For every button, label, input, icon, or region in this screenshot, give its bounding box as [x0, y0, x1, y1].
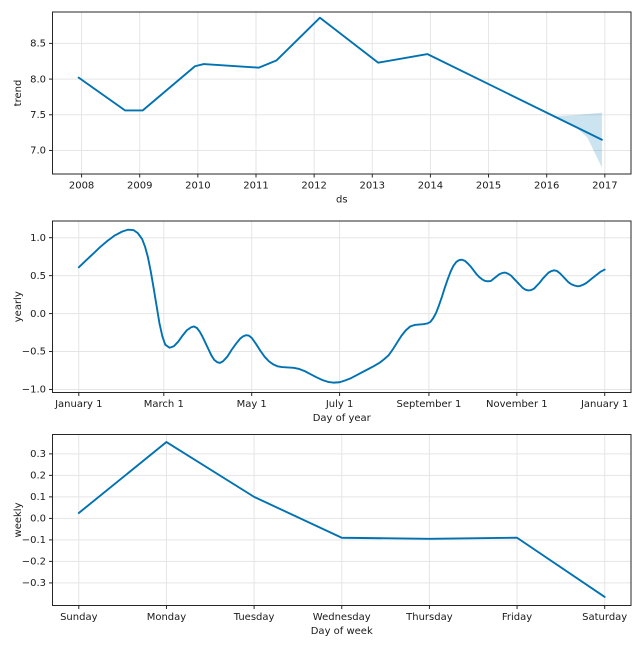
trend-x-tick-label: 2016: [534, 181, 559, 192]
weekly-x-tick-label: Sunday: [60, 612, 97, 623]
weekly-line: [77, 441, 606, 598]
trend-x-tick-label: 2010: [185, 181, 210, 192]
weekly-y-tick-label: −0.3: [22, 578, 46, 589]
trend-y-tick-label: 8.0: [30, 74, 46, 85]
weekly-x-axis-label: Day of week: [311, 626, 373, 637]
yearly-y-tick-label: −1.0: [22, 385, 46, 396]
trend-x-tick-label: 2014: [418, 181, 443, 192]
trend-y-tick-label: 8.5: [30, 39, 46, 50]
yearly-x-tick-label: January 1: [54, 399, 102, 410]
subplot-yearly: January 1 March 1 May 1 July 1 September 1 No…: [13, 220, 632, 424]
yearly-x-axis-label: Day of year: [313, 413, 372, 424]
yearly-y-tick-label: 0.5: [30, 271, 46, 282]
yearly-y-tick-label: −0.5: [22, 347, 46, 358]
yearly-axes-frame: [52, 220, 632, 393]
yearly-x-tick-label: July 1: [325, 399, 354, 410]
weekly-y-tick-label: −0.1: [22, 535, 46, 546]
yearly-line: [77, 228, 606, 384]
trend-x-tick-label: 2013: [360, 181, 385, 192]
subplot-trend: 2008 2009 2010 2011 2012 2013 2014 2015 2016 2017…: [13, 11, 632, 206]
trend-y-axis-label: trend: [13, 80, 24, 107]
weekly-y-tick-label: −0.2: [22, 557, 46, 568]
yearly-x-tick-label: March 1: [144, 399, 184, 410]
yearly-x-tick-label: May 1: [237, 399, 267, 410]
weekly-y-tick-label: 0.1: [30, 492, 46, 503]
yearly-x-tick-label: September 1: [397, 399, 462, 410]
trend-x-tick-label: 2008: [69, 181, 94, 192]
weekly-x-tick-label: Wednesday: [313, 612, 371, 623]
trend-axes-frame: [52, 11, 632, 175]
trend-uncertainty-band: [554, 112, 602, 168]
weekly-y-tick-label: 0.0: [30, 514, 46, 525]
yearly-x-tick-label: November 1: [486, 399, 548, 410]
yearly-y-axis-label: yearly: [13, 291, 24, 322]
trend-x-tick-label: 2015: [476, 181, 501, 192]
trend-x-tick-label: 2011: [243, 181, 268, 192]
trend-line: [77, 16, 603, 141]
yearly-x-tick-label: January 1: [580, 399, 628, 410]
trend-grid: [52, 12, 631, 174]
weekly-x-tick-label: Saturday: [582, 612, 627, 623]
subplot-weekly: Sunday Monday Tuesday Wednesday Thursday Frid…: [13, 434, 632, 637]
yearly-y-tick-label: 1.0: [30, 233, 46, 244]
yearly-grid: [52, 221, 631, 393]
trend-x-tick-label: 2009: [127, 181, 152, 192]
weekly-x-tick-label: Tuesday: [233, 612, 275, 623]
trend-y-tick-label: 7.5: [30, 110, 46, 121]
weekly-y-tick-label: 0.3: [30, 449, 46, 460]
trend-y-tick-label: 7.0: [30, 146, 46, 157]
trend-x-tick-label: 2017: [592, 181, 617, 192]
weekly-grid: [52, 434, 631, 606]
weekly-x-tick-label: Monday: [147, 612, 187, 623]
weekly-x-tick-label: Friday: [502, 612, 532, 623]
trend-x-axis-label: ds: [336, 195, 348, 206]
weekly-y-tick-label: 0.2: [30, 471, 46, 482]
weekly-y-axis-label: weekly: [13, 502, 24, 537]
yearly-y-tick-label: 0.0: [30, 309, 46, 320]
trend-x-tick-label: 2012: [301, 181, 326, 192]
weekly-x-tick-label: Thursday: [405, 612, 453, 623]
